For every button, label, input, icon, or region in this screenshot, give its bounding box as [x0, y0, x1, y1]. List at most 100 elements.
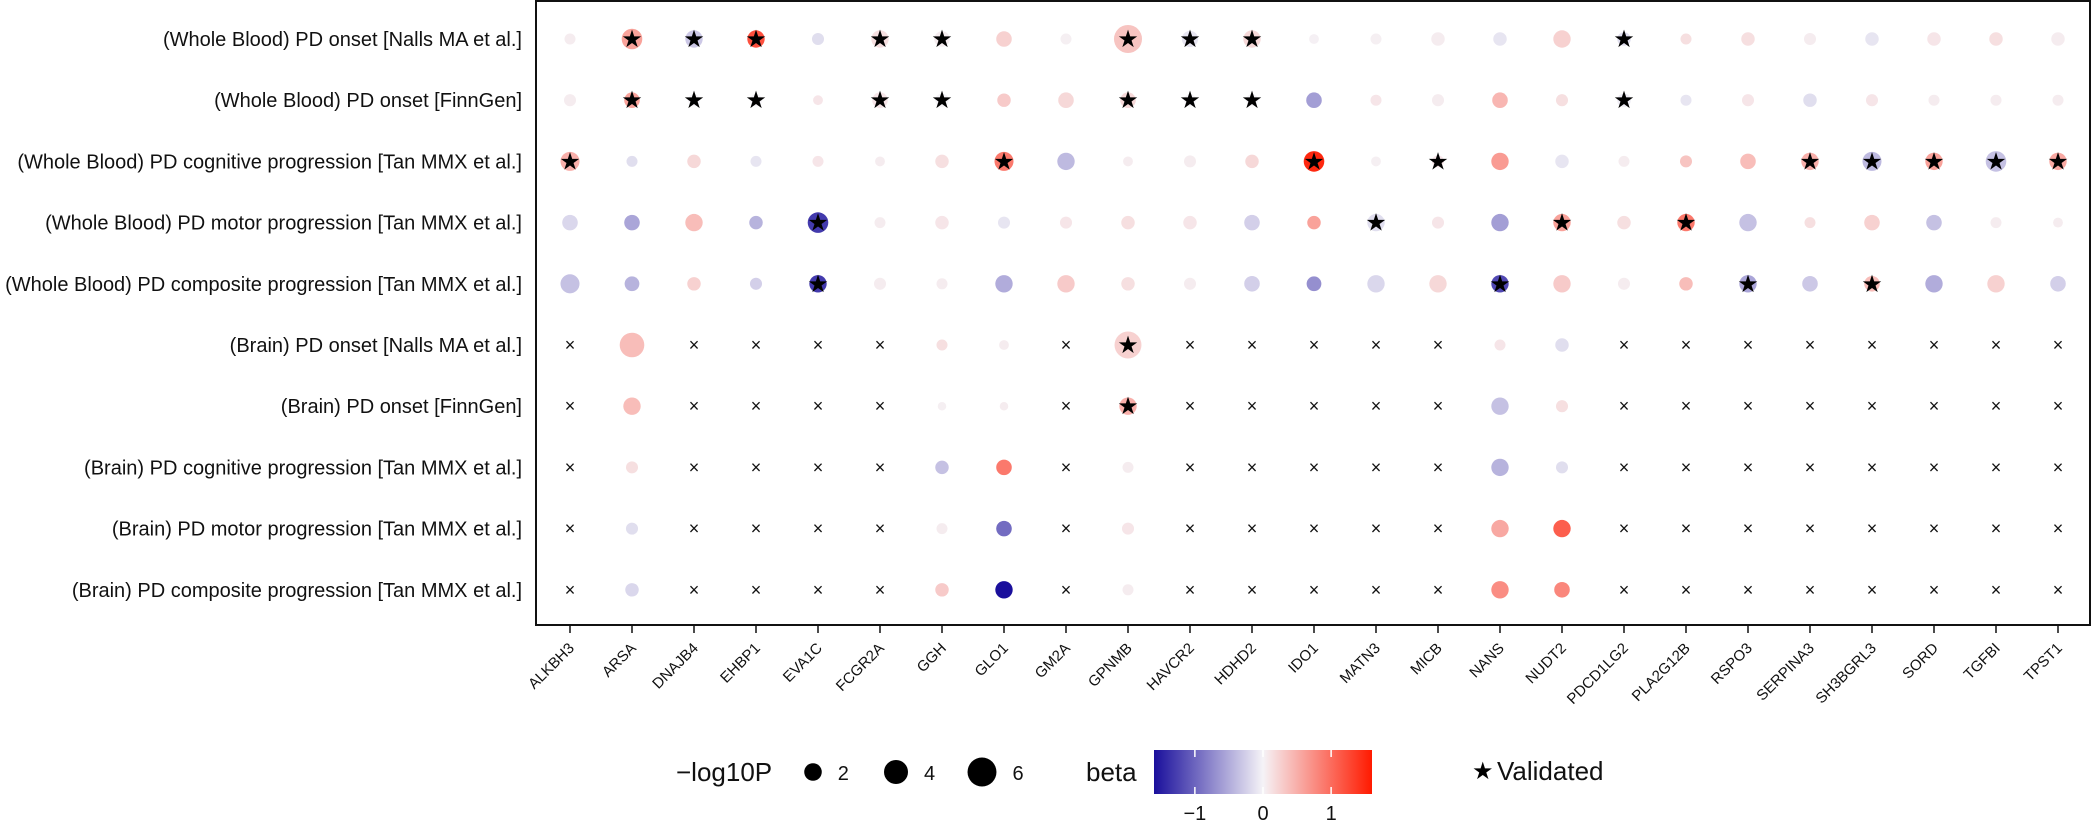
data-point — [1802, 276, 1818, 292]
data-point — [1740, 153, 1756, 170]
data-point — [996, 459, 1012, 476]
missing-marker: × — [875, 519, 886, 539]
data-point — [1680, 33, 1692, 45]
validated-star: ★ — [1241, 26, 1263, 53]
missing-marker: × — [1929, 396, 1940, 416]
missing-marker: × — [1247, 396, 1258, 416]
data-point — [1555, 154, 1569, 169]
data-point — [625, 461, 639, 474]
data-point — [937, 401, 947, 411]
column-label: MICB — [1407, 640, 1446, 679]
missing-marker: × — [2053, 457, 2064, 477]
missing-marker: × — [1309, 335, 1320, 355]
data-point — [626, 155, 638, 167]
data-point — [2053, 217, 2063, 228]
data-point — [1367, 275, 1385, 293]
missing-marker: × — [1371, 335, 1382, 355]
data-point — [1181, 30, 1199, 48]
data-point — [1555, 338, 1569, 352]
data-point — [936, 339, 948, 351]
column-label: GM2A — [1032, 640, 1074, 682]
data-point — [1989, 32, 2003, 46]
missing-marker: × — [1867, 457, 1878, 477]
column-label: ALKBH3 — [525, 640, 578, 693]
data-point — [1183, 215, 1197, 230]
missing-marker: × — [1681, 335, 1692, 355]
data-point — [936, 523, 948, 535]
size-legend-label: 4 — [924, 763, 935, 785]
data-point — [1491, 581, 1509, 599]
validated-star: ★ — [1365, 210, 1387, 237]
validated-star: ★ — [1117, 26, 1139, 53]
missing-marker: × — [689, 335, 700, 355]
data-point — [562, 214, 578, 231]
column-label: DNAJB4 — [649, 640, 702, 693]
column-label: PDCD1LG2 — [1564, 640, 1632, 708]
missing-marker: × — [751, 396, 762, 416]
data-point — [1864, 214, 1880, 231]
data-point — [687, 94, 701, 107]
missing-marker: × — [1681, 457, 1692, 477]
data-point — [936, 278, 948, 290]
data-point — [1555, 400, 1569, 413]
data-point — [994, 151, 1014, 171]
data-point — [995, 581, 1013, 599]
data-point — [1183, 94, 1197, 107]
data-point — [2049, 152, 2067, 171]
data-point — [997, 93, 1011, 107]
data-point — [685, 30, 703, 48]
column-label: SERPINA3 — [1753, 640, 1817, 704]
data-point — [1306, 92, 1322, 108]
missing-marker: × — [1185, 335, 1196, 355]
missing-marker: × — [1619, 457, 1630, 477]
missing-marker: × — [1061, 457, 1072, 477]
missing-marker: × — [813, 457, 824, 477]
size-legend-dot — [884, 760, 908, 784]
missing-marker: × — [1185, 519, 1196, 539]
column-label: EHBP1 — [717, 640, 764, 687]
row-label: (Brain) PD cognitive progression [Tan MM… — [84, 457, 522, 479]
data-point — [624, 214, 640, 231]
data-point — [1119, 397, 1137, 415]
validated-star: ★ — [1923, 148, 1945, 175]
data-point — [1429, 275, 1447, 293]
validated-star: ★ — [1675, 210, 1697, 237]
validated-star: ★ — [745, 26, 767, 53]
data-point — [1617, 32, 1631, 46]
missing-marker: × — [1433, 519, 1444, 539]
data-point — [621, 28, 643, 50]
missing-marker: × — [813, 519, 824, 539]
data-point — [1925, 275, 1943, 293]
column-label: RSPO3 — [1708, 640, 1756, 688]
data-point — [1370, 33, 1382, 45]
missing-marker: × — [1619, 335, 1630, 355]
missing-marker: × — [1619, 580, 1630, 600]
validated-star: ★ — [869, 87, 891, 114]
data-point — [560, 274, 580, 294]
data-point — [1865, 32, 1879, 46]
data-point — [1491, 275, 1509, 293]
data-point — [1122, 584, 1134, 596]
missing-marker: × — [1371, 396, 1382, 416]
missing-marker: × — [1805, 580, 1816, 600]
validated-star: ★ — [931, 87, 953, 114]
missing-marker: × — [1371, 457, 1382, 477]
missing-marker: × — [1805, 457, 1816, 477]
data-point — [1371, 156, 1381, 167]
missing-marker: × — [1929, 519, 1940, 539]
data-point — [1803, 32, 1817, 46]
validated-legend-marker: ★ — [1472, 758, 1494, 785]
missing-marker: × — [689, 396, 700, 416]
column-label: GLO1 — [972, 640, 1012, 680]
data-point — [619, 332, 645, 358]
data-point — [1307, 215, 1321, 230]
data-point — [1741, 94, 1755, 107]
data-point — [813, 95, 823, 106]
data-point — [2050, 276, 2066, 292]
validated-star: ★ — [1799, 148, 1821, 175]
data-point — [685, 213, 703, 232]
data-point — [1553, 519, 1571, 538]
data-point — [1680, 94, 1692, 106]
missing-marker: × — [1867, 396, 1878, 416]
validated-star: ★ — [1179, 87, 1201, 114]
